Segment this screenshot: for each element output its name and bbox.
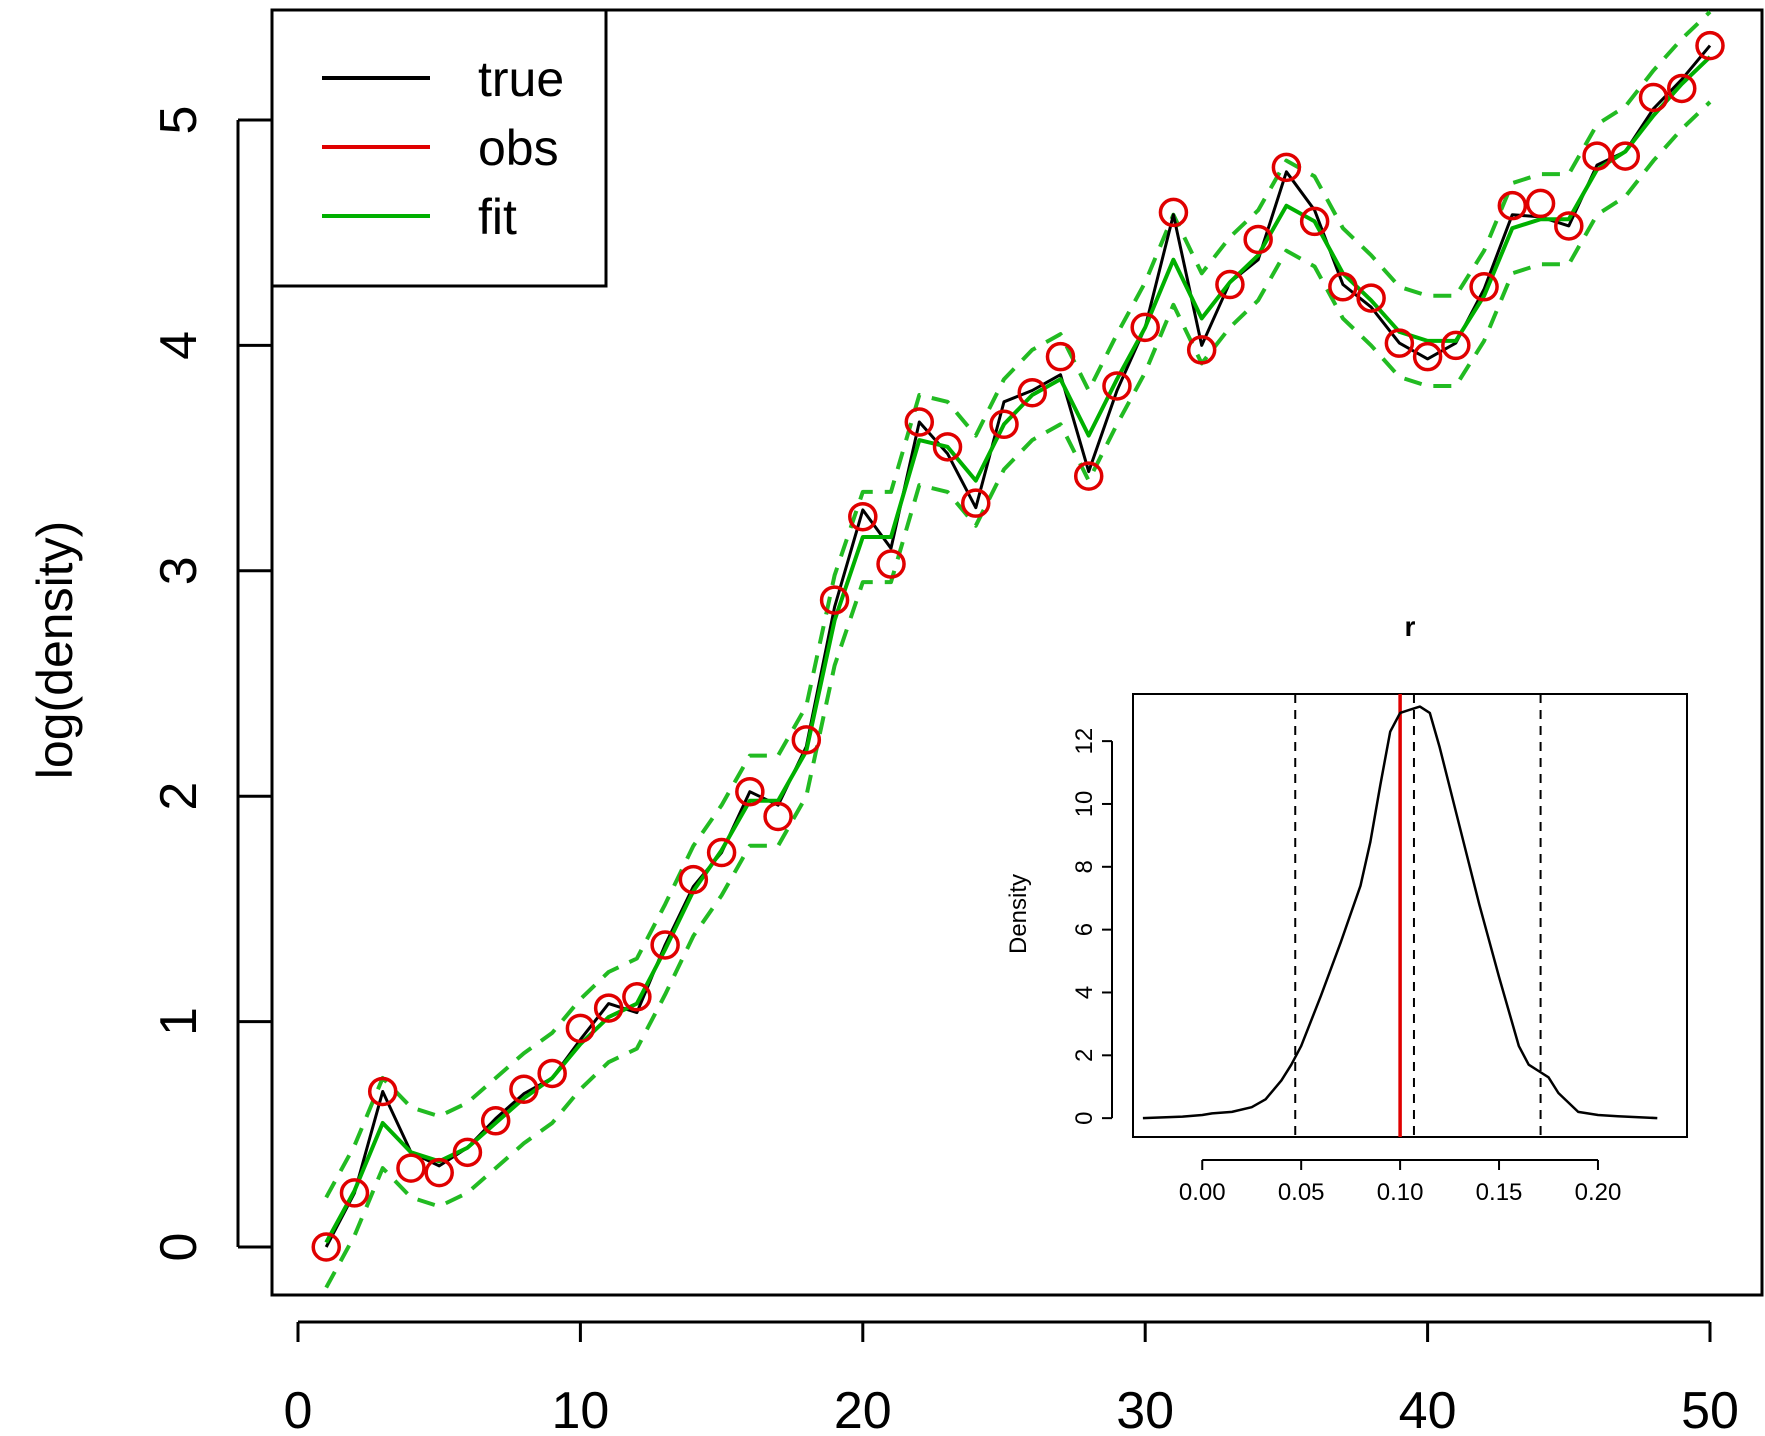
obs-point	[819, 585, 850, 615]
inset-title: r	[1405, 611, 1416, 642]
obs-point	[678, 864, 709, 895]
density-curve	[1142, 705, 1658, 1120]
obs-point	[1073, 461, 1104, 491]
obs-point	[932, 432, 963, 462]
obs-point	[848, 501, 878, 532]
y-axis-label: log(density)	[27, 521, 83, 779]
inset-x-tick-label: 0.20	[1575, 1179, 1622, 1206]
obs-point	[1271, 152, 1302, 183]
inset-y-axis: 0 2 4 6 8 10 12	[1071, 728, 1113, 1125]
obs-point	[904, 407, 935, 437]
obs-point	[1582, 141, 1612, 171]
obs-point	[311, 1232, 341, 1262]
obs-point	[622, 982, 652, 1012]
obs-point	[367, 1076, 398, 1107]
series-fit-upper-line	[324, 10, 1712, 1199]
inset-y-tick-label: 12	[1071, 728, 1098, 755]
obs-point	[1186, 335, 1217, 365]
obs-point	[480, 1106, 511, 1136]
obs-point	[1045, 341, 1076, 372]
obs-point	[1497, 190, 1528, 221]
x-axis: 0 10 20 30 40 50	[284, 1320, 1739, 1436]
obs-point	[1441, 330, 1471, 361]
obs-point	[961, 488, 991, 518]
obs-points	[311, 30, 1725, 1262]
obs-point	[1243, 224, 1273, 255]
obs-point	[763, 801, 793, 832]
inset-x-tick-label: 0.15	[1476, 1179, 1523, 1206]
obs-point	[424, 1157, 454, 1188]
inset-y-tick-label: 0	[1071, 1111, 1098, 1124]
inset-y-axis-label: Density	[1005, 874, 1032, 954]
obs-point	[1384, 328, 1415, 358]
obs-point	[1102, 371, 1132, 401]
obs-point	[509, 1074, 539, 1104]
obs-point	[452, 1137, 483, 1168]
obs-point	[1412, 341, 1443, 372]
obs-point	[1130, 312, 1160, 343]
x-tick-label: 0	[284, 1382, 313, 1436]
y-tick-label: 2	[150, 782, 208, 811]
obs-point	[1695, 30, 1725, 61]
obs-point	[1017, 377, 1047, 408]
y-axis: 0 1 2 3 4 5	[150, 106, 272, 1262]
obs-point	[1299, 206, 1330, 237]
x-tick-label: 40	[1399, 1382, 1457, 1436]
inset-y-tick-label: 6	[1071, 923, 1098, 936]
obs-point	[339, 1178, 370, 1208]
obs-point	[396, 1153, 426, 1183]
obs-point	[1328, 272, 1358, 302]
obs-point	[1215, 269, 1245, 300]
inset-y-tick-label: 2	[1071, 1049, 1098, 1062]
inset-y-tick-label: 8	[1071, 860, 1098, 873]
legend-true-label: true	[478, 51, 564, 107]
inset-y-tick-label: 10	[1071, 791, 1098, 818]
y-tick-label: 5	[150, 106, 208, 135]
obs-point	[650, 930, 680, 960]
x-tick-label: 10	[551, 1382, 609, 1436]
obs-point	[876, 549, 906, 579]
obs-point	[735, 776, 765, 807]
inset-x-tick-label: 0.00	[1179, 1179, 1226, 1206]
inset-marks	[1142, 694, 1658, 1137]
obs-point	[1667, 73, 1697, 104]
obs-point	[1638, 82, 1669, 113]
obs-point	[706, 837, 737, 868]
legend-fit-label: fit	[478, 189, 517, 245]
inset-chart: r 0.00 0.05 0.10 0.15 0.20 0 2 4 6 8 10 12 Density	[1005, 611, 1688, 1206]
obs-point	[791, 725, 822, 755]
obs-point	[1356, 283, 1386, 313]
obs-point	[1610, 141, 1641, 171]
y-tick-label: 0	[150, 1233, 208, 1262]
inset-y-tick-label: 4	[1071, 986, 1098, 999]
obs-point	[1469, 272, 1499, 302]
x-tick-label: 20	[834, 1382, 892, 1436]
x-tick-label: 30	[1116, 1382, 1174, 1436]
inset-x-axis: 0.00 0.05 0.10 0.15 0.20	[1179, 1159, 1622, 1206]
obs-point	[1525, 188, 1556, 219]
inset-plot-area	[1132, 693, 1688, 1138]
series-fit-lower-line	[324, 100, 1712, 1289]
legend-obs-label: obs	[478, 120, 559, 176]
obs-point	[989, 409, 1019, 440]
y-tick-label: 1	[150, 1007, 208, 1036]
y-tick-label: 3	[150, 556, 208, 585]
obs-point	[593, 993, 624, 1023]
legend: true obs fit	[270, 8, 608, 288]
y-tick-label: 4	[150, 331, 208, 360]
obs-point	[565, 1013, 596, 1044]
x-tick-label: 50	[1681, 1382, 1739, 1436]
inset-x-tick-label: 0.05	[1278, 1179, 1325, 1206]
fit-confidence-bands	[324, 10, 1712, 1289]
obs-point	[1554, 211, 1584, 241]
obs-point	[537, 1058, 567, 1089]
series-fit-line	[324, 55, 1712, 1244]
inset-x-tick-label: 0.10	[1377, 1179, 1424, 1206]
obs-point	[1158, 197, 1189, 228]
